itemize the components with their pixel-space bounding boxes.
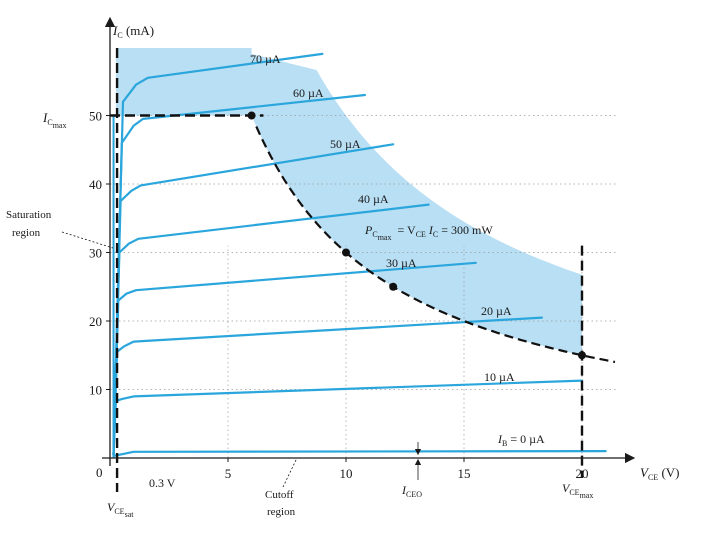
x-tick-label-10: 10 bbox=[340, 466, 353, 481]
y-axis-subscript: C bbox=[117, 31, 122, 40]
ib-curve-2 bbox=[112, 316, 543, 456]
ic-max-symbol: I bbox=[42, 110, 48, 125]
limit-layer bbox=[110, 48, 616, 492]
vce-max-symbol: V bbox=[562, 481, 571, 495]
curve-label-20: 20 µA bbox=[481, 304, 512, 318]
y-axis-symbol: I bbox=[112, 23, 118, 38]
x-tick-label-15: 15 bbox=[458, 466, 471, 481]
iceo-label: ICEO bbox=[401, 483, 422, 499]
power-eq-equals: = V bbox=[397, 223, 416, 237]
curve-label-40: 40 µA bbox=[358, 192, 389, 206]
y-tick-label-30: 30 bbox=[89, 246, 102, 261]
vce-max-subscript-ce: CE bbox=[569, 488, 579, 497]
x-axis-subscript: CE bbox=[648, 473, 658, 482]
vce-max-label: VCEmax bbox=[562, 481, 593, 500]
power-eq-ic-subscript: C bbox=[433, 230, 438, 239]
point-layer bbox=[247, 111, 586, 360]
power-curve-equation: PCmax= VCE IC = 300 mW bbox=[364, 223, 493, 242]
saturation-region-label-line2: region bbox=[12, 227, 41, 239]
ic-max-subscript-c: C bbox=[47, 118, 52, 127]
curve-label-70: 70 µA bbox=[250, 52, 281, 66]
power-p-subscript-max: max bbox=[378, 233, 392, 242]
ib-zero-symbol: I bbox=[497, 432, 503, 446]
saturation-pointer-line bbox=[61, 231, 114, 249]
iceo-symbol: I bbox=[401, 483, 407, 497]
y-axis-title: IC (mA) bbox=[112, 23, 154, 40]
power-p-subscript-c: C bbox=[372, 230, 377, 239]
power-p-symbol: P bbox=[364, 223, 373, 237]
x-tick-label-5: 5 bbox=[225, 466, 232, 481]
ib-curve-7 bbox=[112, 52, 324, 456]
tick-layer: 10 20 30 40 50 5 10 15 20 bbox=[89, 109, 589, 482]
curve-label-60: 60 µA bbox=[293, 86, 324, 100]
x-axis-unit: (V) bbox=[658, 465, 679, 480]
vce-sat-label: VCEsat bbox=[107, 500, 134, 519]
power-eq-vce-subscript: CE bbox=[416, 230, 426, 239]
power-hyperbola bbox=[255, 126, 616, 364]
curve-label-ib-zero: IB = 0 µA bbox=[497, 432, 545, 448]
ib-curve-0 bbox=[112, 450, 607, 457]
cutoff-region-label-line2: region bbox=[267, 506, 296, 518]
ic-max-label: ICmax bbox=[42, 110, 66, 130]
power-point-1 bbox=[342, 248, 350, 257]
curve-label-30: 30 µA bbox=[386, 256, 417, 270]
saturation-region-label-line1: Saturation bbox=[6, 209, 52, 221]
vsat-value-label: 0.3 V bbox=[149, 476, 176, 490]
x-tick-label-20: 20 bbox=[576, 466, 589, 481]
origin-label: 0 bbox=[96, 465, 103, 480]
x-axis-symbol: V bbox=[640, 465, 650, 480]
power-point-3 bbox=[578, 351, 586, 360]
iceo-subscript: CEO bbox=[406, 490, 422, 499]
curve-label-10: 10 µA bbox=[484, 370, 515, 384]
vce-max-subscript-max: max bbox=[580, 491, 594, 500]
power-point-0 bbox=[247, 111, 256, 120]
vce-sat-subscript-ce: CE bbox=[114, 507, 124, 516]
y-tick-label-50: 50 bbox=[89, 109, 102, 124]
vce-sat-subscript-sat: sat bbox=[125, 510, 135, 519]
curve-label-50: 50 µA bbox=[330, 137, 361, 151]
ib-zero-value: = 0 µA bbox=[507, 432, 545, 446]
cutoff-region-label-line1: Cutoff bbox=[265, 489, 294, 501]
power-eq-value: = 300 mW bbox=[438, 223, 493, 237]
shaded-region-layer bbox=[115, 48, 582, 356]
y-axis-unit: (mA) bbox=[123, 23, 154, 38]
cutoff-pointer-line bbox=[282, 457, 298, 488]
x-axis-title: VCE (V) bbox=[640, 465, 679, 482]
power-point-2 bbox=[389, 282, 398, 291]
y-tick-label-20: 20 bbox=[89, 314, 102, 329]
power-dissipation-shade bbox=[228, 48, 582, 356]
y-tick-label-10: 10 bbox=[89, 383, 102, 398]
power-eq-ic: I bbox=[426, 223, 434, 237]
vce-sat-symbol: V bbox=[107, 500, 116, 514]
saturation-shade bbox=[115, 48, 252, 116]
ib-zero-subscript: B bbox=[502, 439, 507, 448]
axis-layer bbox=[102, 16, 636, 466]
y-tick-label-40: 40 bbox=[89, 177, 102, 192]
ic-max-subscript-max: max bbox=[53, 121, 67, 130]
